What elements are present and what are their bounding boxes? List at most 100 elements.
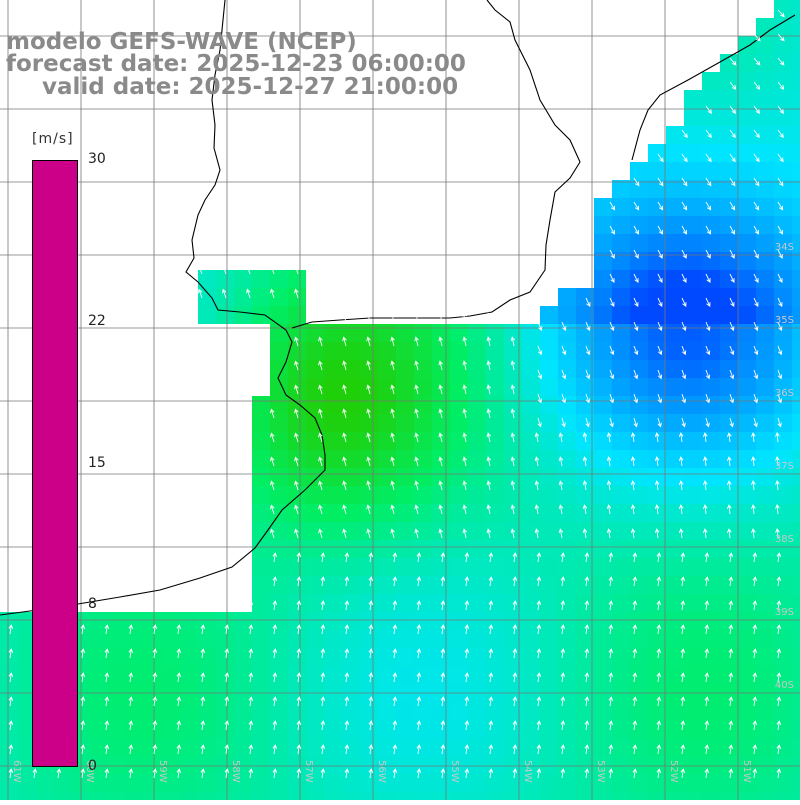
wind-arrow [318,384,323,395]
speed-cell [684,162,702,180]
wind-arrow [654,504,660,515]
speed-cell [0,774,18,792]
wind-arrow [272,768,278,779]
speed-cell [252,540,270,558]
wind-arrow [584,576,590,587]
speed-cell [414,360,432,378]
speed-cell [558,540,576,558]
speed-cell [18,738,36,756]
speed-cell [450,666,468,684]
speed-cell [108,792,126,805]
speed-cell [774,108,792,126]
speed-cell [360,324,378,342]
speed-cell [288,306,306,324]
colorbar-tick-label: 8 [88,596,97,613]
speed-cell [432,738,450,756]
wind-arrow [344,552,350,563]
speed-cell [234,612,252,630]
speed-cell [648,648,666,666]
speed-cell [414,666,432,684]
wind-arrow [270,528,275,539]
speed-cell [432,630,450,648]
wind-arrow [318,480,323,491]
speed-cell [666,306,684,324]
speed-cell [504,774,522,792]
speed-cell [360,576,378,594]
speed-cell [522,486,540,504]
speed-cell [774,72,792,90]
wind-arrow [392,744,398,755]
speed-cell [738,738,756,756]
wind-arrow [633,417,638,428]
wind-arrow [753,33,761,42]
speed-cell [216,648,234,666]
wind-arrow [344,576,350,587]
speed-cell [450,486,468,504]
speed-cell [738,198,756,216]
wind-arrow [462,312,468,323]
speed-cell [684,432,702,450]
wind-arrow [584,672,590,683]
wind-arrow [728,696,734,707]
speed-cell [486,342,504,360]
speed-cell [342,630,360,648]
wind-arrow [294,528,299,539]
speed-cell [288,270,306,288]
speed-cell [792,216,800,234]
speed-cell [666,198,684,216]
wind-arrow [729,225,735,235]
wind-arrow [342,528,347,539]
speed-cell [486,396,504,414]
speed-cell [198,720,216,738]
speed-cell [792,738,800,756]
wind-arrow [729,177,736,187]
wind-arrow [705,321,711,332]
wind-arrow [342,432,347,443]
latitude-label: 36S [775,388,794,399]
speed-cell [648,756,666,774]
speed-cell [378,720,396,738]
wind-arrow [464,744,470,755]
speed-cell [540,594,558,612]
wind-arrow [729,297,735,308]
speed-cell [666,468,684,486]
speed-cell [738,666,756,684]
speed-cell [468,540,486,558]
speed-cell [558,486,576,504]
speed-cell [774,0,792,18]
wind-arrow [633,345,639,356]
wind-arrow [318,336,323,347]
speed-cell [702,756,720,774]
speed-cell [576,576,594,594]
speed-cell [396,342,414,360]
speed-cell [270,720,288,738]
speed-cell [666,396,684,414]
speed-cell [342,414,360,432]
speed-cell [666,666,684,684]
speed-cell [666,234,684,252]
speed-cell [630,396,648,414]
speed-cell [522,756,540,774]
speed-cell [792,90,800,108]
speed-cell [612,486,630,504]
speed-cell [792,576,800,594]
speed-cell [468,756,486,774]
speed-cell [270,594,288,612]
speed-cell [288,612,306,630]
speed-cell [270,612,288,630]
wind-arrow [729,81,737,90]
wind-arrow [558,504,564,515]
wind-arrow [681,129,688,139]
speed-cell [270,558,288,576]
wind-arrow [536,768,542,779]
wind-arrow [320,720,326,731]
wind-arrow [537,393,543,404]
speed-cell [522,558,540,576]
wind-arrow [609,225,615,235]
wind-arrow [320,576,326,587]
wind-arrow [464,552,470,563]
speed-cell [504,756,522,774]
speed-cell [288,702,306,720]
wind-arrow [342,408,347,419]
wind-arrow [368,552,374,563]
